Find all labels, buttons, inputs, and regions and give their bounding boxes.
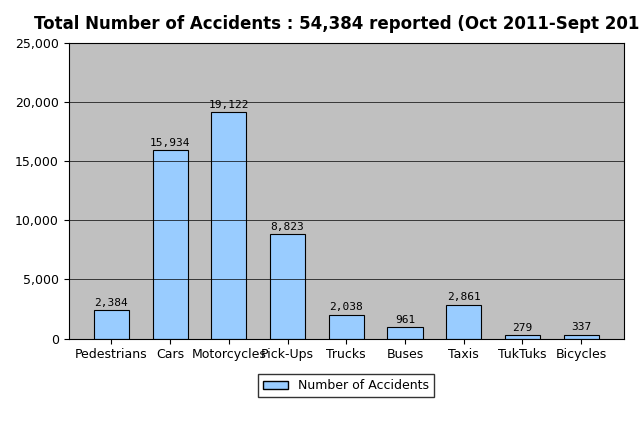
Text: 2,038: 2,038 xyxy=(330,302,363,312)
Text: 2,384: 2,384 xyxy=(95,298,128,308)
Bar xyxy=(564,335,599,339)
Bar xyxy=(505,336,540,339)
Bar xyxy=(270,234,305,339)
Title: Total Number of Accidents : 54,384 reported (Oct 2011-Sept 2012): Total Number of Accidents : 54,384 repor… xyxy=(34,15,639,33)
Text: 8,823: 8,823 xyxy=(271,222,304,232)
Text: 15,934: 15,934 xyxy=(150,138,190,148)
Legend: Number of Accidents: Number of Accidents xyxy=(258,374,435,397)
Bar xyxy=(153,150,188,339)
Text: 2,861: 2,861 xyxy=(447,292,481,303)
Bar xyxy=(387,327,422,339)
Text: 279: 279 xyxy=(512,323,532,333)
Text: 961: 961 xyxy=(395,315,415,325)
Bar xyxy=(328,315,364,339)
Bar xyxy=(446,305,481,339)
Bar xyxy=(212,113,247,339)
Bar xyxy=(94,311,129,339)
Text: 337: 337 xyxy=(571,322,591,332)
Text: 19,122: 19,122 xyxy=(208,100,249,110)
